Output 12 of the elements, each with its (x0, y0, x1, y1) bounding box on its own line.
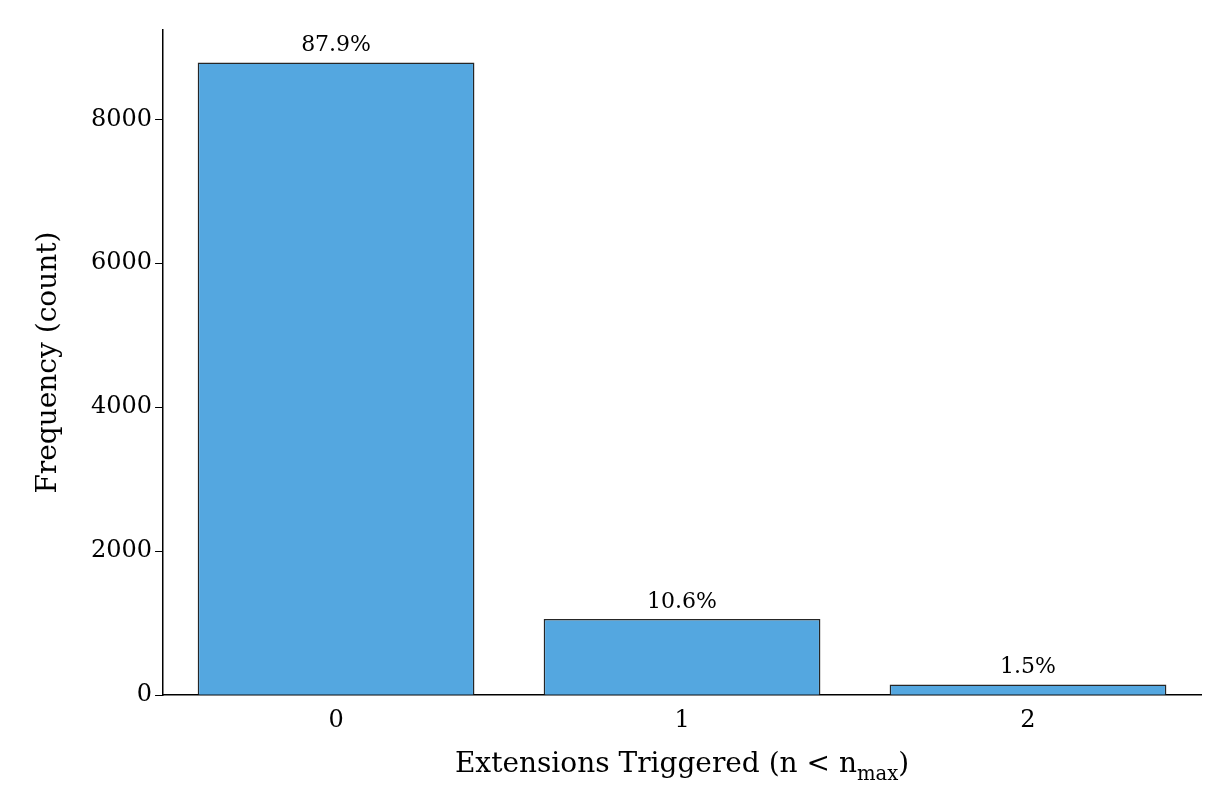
y-tick-label: 2000 (91, 535, 153, 564)
x-tick-label: 1 (674, 704, 690, 733)
y-tick-label: 6000 (91, 247, 153, 276)
y-tick-label: 8000 (91, 103, 153, 132)
x-tick-label: 2 (1020, 704, 1036, 733)
y-tick-label: 4000 (91, 391, 153, 420)
annotation: 87.9% (301, 31, 372, 57)
annotation: 1.5% (1000, 653, 1056, 679)
x-tick-label: 0 (328, 704, 344, 733)
y-axis-title: Frequency (count) (30, 231, 63, 494)
annotation: 10.6% (647, 587, 717, 613)
y-tick-label: 0 (136, 679, 153, 708)
